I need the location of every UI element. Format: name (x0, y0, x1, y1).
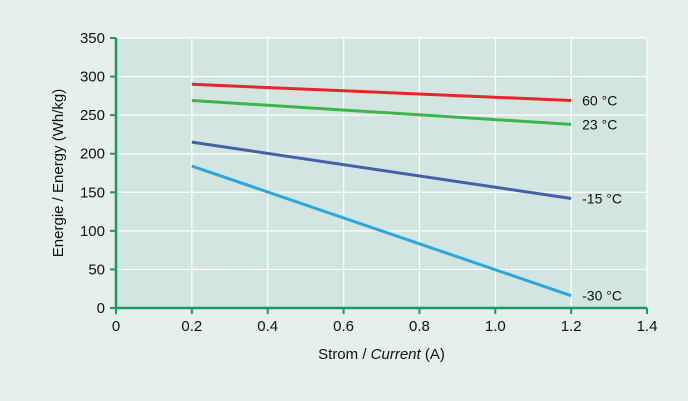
tick-labels: 0 50 100 150 200 250 300 350 0 0.2 0.4 0.6 0.8 1.0 1.2… (80, 30, 657, 335)
series-labels: 60 °C 23 °C -15 °C -30 °C (582, 92, 622, 303)
x-tick-label: 0.2 (181, 318, 202, 335)
y-tick-label: 150 (80, 184, 105, 201)
series-line (191, 164, 572, 298)
y-tick-label: 350 (80, 30, 105, 47)
series-line (191, 140, 572, 200)
y-tick-label: 0 (97, 300, 105, 317)
series-label: 23 °C (582, 116, 617, 132)
x-tick-label: 1.4 (637, 318, 658, 335)
y-tick-label: 250 (80, 107, 105, 124)
x-tick-label: 0.8 (409, 318, 430, 335)
y-tick-label: 50 (88, 261, 105, 278)
x-tick-label: 0.4 (257, 318, 278, 335)
x-tick-label: 1.0 (485, 318, 506, 335)
series-line (191, 98, 572, 126)
x-tick-label: 0 (112, 318, 120, 335)
y-tick-label: 300 (80, 69, 105, 86)
x-axis-title: Strom / Current (A) (318, 346, 445, 363)
series-line (191, 82, 572, 102)
series-label: 60 °C (582, 92, 617, 108)
axes (110, 37, 648, 314)
x-tick-label: 0.6 (333, 318, 354, 335)
series-label: -30 °C (582, 288, 622, 304)
y-tick-label: 100 (80, 223, 105, 240)
y-axis-title: Energie / Energy (Wh/kg) (50, 89, 67, 257)
grid-lines (116, 37, 648, 308)
x-axis-title-suffix: (A) (421, 346, 445, 363)
x-tick-label: 1.2 (561, 318, 582, 335)
plot-area (116, 38, 647, 308)
series-label: -15 °C (582, 190, 622, 206)
x-axis-title-italic: Current (371, 346, 422, 363)
series-lines (191, 82, 572, 298)
y-tick-label: 200 (80, 146, 105, 163)
x-axis-title-prefix: Strom / (318, 346, 371, 363)
